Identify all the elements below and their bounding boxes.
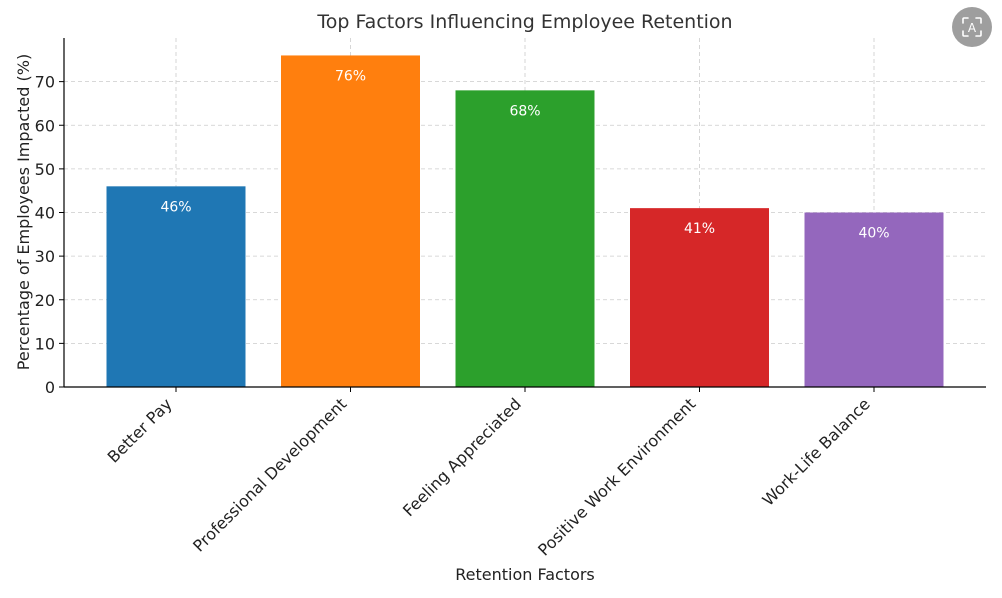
bar — [106, 186, 246, 387]
chart-title: Top Factors Influencing Employee Retenti… — [316, 11, 732, 33]
x-tick-label: Feeling Appreciated — [399, 394, 525, 520]
translate-button[interactable]: A — [952, 7, 992, 47]
x-tick-label: Better Pay — [104, 394, 176, 466]
x-axis-label: Retention Factors — [455, 565, 595, 584]
y-tick-label: 20 — [35, 291, 55, 310]
x-tick-label: Positive Work Environment — [534, 394, 699, 559]
translate-icon: A — [962, 17, 982, 37]
y-tick-label: 50 — [35, 160, 55, 179]
x-tick-label: Work-Life Balance — [759, 394, 874, 509]
y-tick-label: 40 — [35, 204, 55, 223]
y-tick-label: 30 — [35, 247, 55, 266]
bar — [281, 55, 420, 387]
y-tick-label: 10 — [35, 334, 55, 353]
bar-data-label: 41% — [684, 221, 715, 237]
bars: 46% 76% 68% 41% 40% — [106, 55, 944, 387]
y-axis-label: Percentage of Employees Impacted (%) — [14, 54, 33, 370]
bar-data-label: 40% — [858, 226, 889, 242]
bar-data-label: 68% — [509, 103, 540, 119]
y-tick-label: 70 — [35, 73, 55, 92]
bar-data-label: 46% — [160, 199, 191, 215]
bar-data-label: 76% — [335, 68, 366, 84]
x-tick-label: Professional Development — [189, 394, 350, 555]
bar — [804, 212, 944, 387]
bar — [455, 90, 595, 387]
svg-text:A: A — [968, 21, 977, 35]
y-tick-label: 60 — [35, 116, 55, 135]
bar — [630, 208, 769, 387]
y-tick-label: 0 — [45, 378, 55, 397]
